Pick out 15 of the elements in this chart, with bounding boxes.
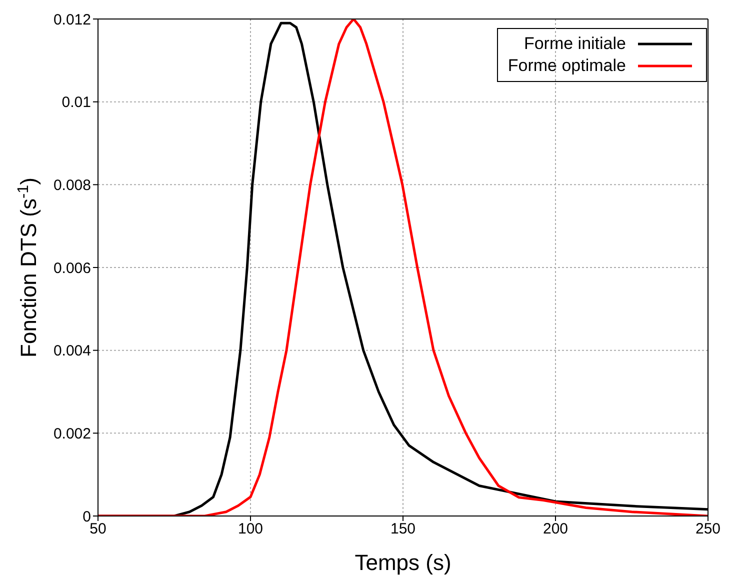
legend-label: Forme optimale xyxy=(508,55,626,77)
x-tick-label: 100 xyxy=(238,520,264,538)
legend-label: Forme initiale xyxy=(524,33,626,55)
y-tick-label: 0.006 xyxy=(53,260,91,277)
x-tick-label: 200 xyxy=(542,520,568,538)
x-tick-label: 150 xyxy=(390,520,416,538)
x-tick-label: 50 xyxy=(90,520,106,538)
x-axis-title: Temps (s) xyxy=(354,550,452,575)
y-tick-label: 0.004 xyxy=(53,342,91,360)
x-tick-label: 250 xyxy=(695,520,721,538)
y-tick-label: 0.012 xyxy=(53,11,91,28)
y-tick-label: 0.002 xyxy=(53,425,91,442)
y-tick-label: 0.008 xyxy=(53,176,91,194)
y-tick-label: 0 xyxy=(82,508,91,526)
y-tick-label: 0.01 xyxy=(62,94,91,112)
